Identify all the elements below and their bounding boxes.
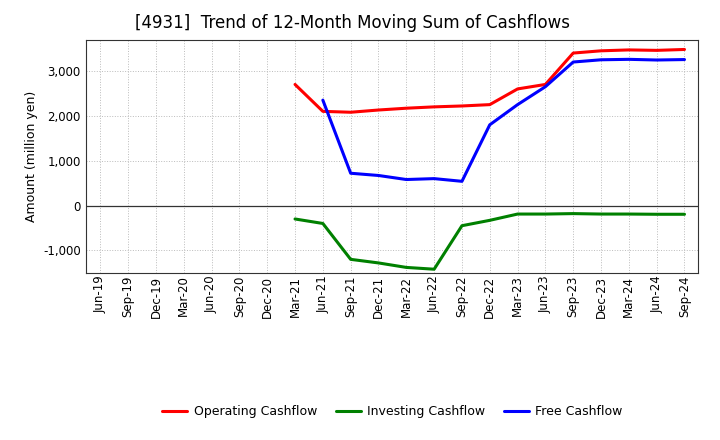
Line: Free Cashflow: Free Cashflow bbox=[323, 59, 685, 181]
Free Cashflow bbox=[652, 57, 661, 62]
Investing Cashflow bbox=[680, 212, 689, 217]
Free Cashflow bbox=[430, 176, 438, 181]
Investing Cashflow bbox=[541, 211, 550, 216]
Free Cashflow bbox=[569, 59, 577, 65]
Free Cashflow bbox=[374, 173, 383, 178]
Free Cashflow bbox=[402, 177, 410, 182]
Operating Cashflow bbox=[291, 82, 300, 87]
Investing Cashflow bbox=[652, 212, 661, 217]
Operating Cashflow bbox=[402, 106, 410, 111]
Operating Cashflow bbox=[541, 82, 550, 87]
Operating Cashflow bbox=[624, 47, 633, 52]
Investing Cashflow bbox=[318, 221, 327, 226]
Operating Cashflow bbox=[652, 48, 661, 53]
Free Cashflow bbox=[485, 122, 494, 128]
Operating Cashflow bbox=[680, 47, 689, 52]
Free Cashflow bbox=[513, 102, 522, 107]
Free Cashflow bbox=[624, 57, 633, 62]
Operating Cashflow bbox=[458, 103, 467, 109]
Investing Cashflow bbox=[624, 211, 633, 216]
Investing Cashflow bbox=[346, 257, 355, 262]
Free Cashflow bbox=[318, 98, 327, 103]
Investing Cashflow bbox=[485, 218, 494, 223]
Investing Cashflow bbox=[513, 211, 522, 216]
Legend: Operating Cashflow, Investing Cashflow, Free Cashflow: Operating Cashflow, Investing Cashflow, … bbox=[158, 400, 627, 423]
Y-axis label: Amount (million yen): Amount (million yen) bbox=[24, 91, 37, 222]
Operating Cashflow bbox=[569, 51, 577, 56]
Investing Cashflow bbox=[458, 223, 467, 228]
Operating Cashflow bbox=[318, 109, 327, 114]
Operating Cashflow bbox=[597, 48, 606, 53]
Investing Cashflow bbox=[597, 211, 606, 216]
Investing Cashflow bbox=[291, 216, 300, 222]
Operating Cashflow bbox=[430, 104, 438, 110]
Operating Cashflow bbox=[485, 102, 494, 107]
Free Cashflow bbox=[458, 179, 467, 184]
Operating Cashflow bbox=[513, 86, 522, 92]
Investing Cashflow bbox=[430, 267, 438, 272]
Investing Cashflow bbox=[569, 211, 577, 216]
Free Cashflow bbox=[597, 57, 606, 62]
Free Cashflow bbox=[541, 84, 550, 89]
Investing Cashflow bbox=[402, 265, 410, 270]
Line: Investing Cashflow: Investing Cashflow bbox=[295, 213, 685, 269]
Investing Cashflow bbox=[374, 260, 383, 266]
Operating Cashflow bbox=[346, 110, 355, 115]
Line: Operating Cashflow: Operating Cashflow bbox=[295, 49, 685, 112]
Free Cashflow bbox=[346, 171, 355, 176]
Operating Cashflow bbox=[374, 107, 383, 113]
Free Cashflow bbox=[680, 57, 689, 62]
Text: [4931]  Trend of 12-Month Moving Sum of Cashflows: [4931] Trend of 12-Month Moving Sum of C… bbox=[135, 15, 570, 33]
